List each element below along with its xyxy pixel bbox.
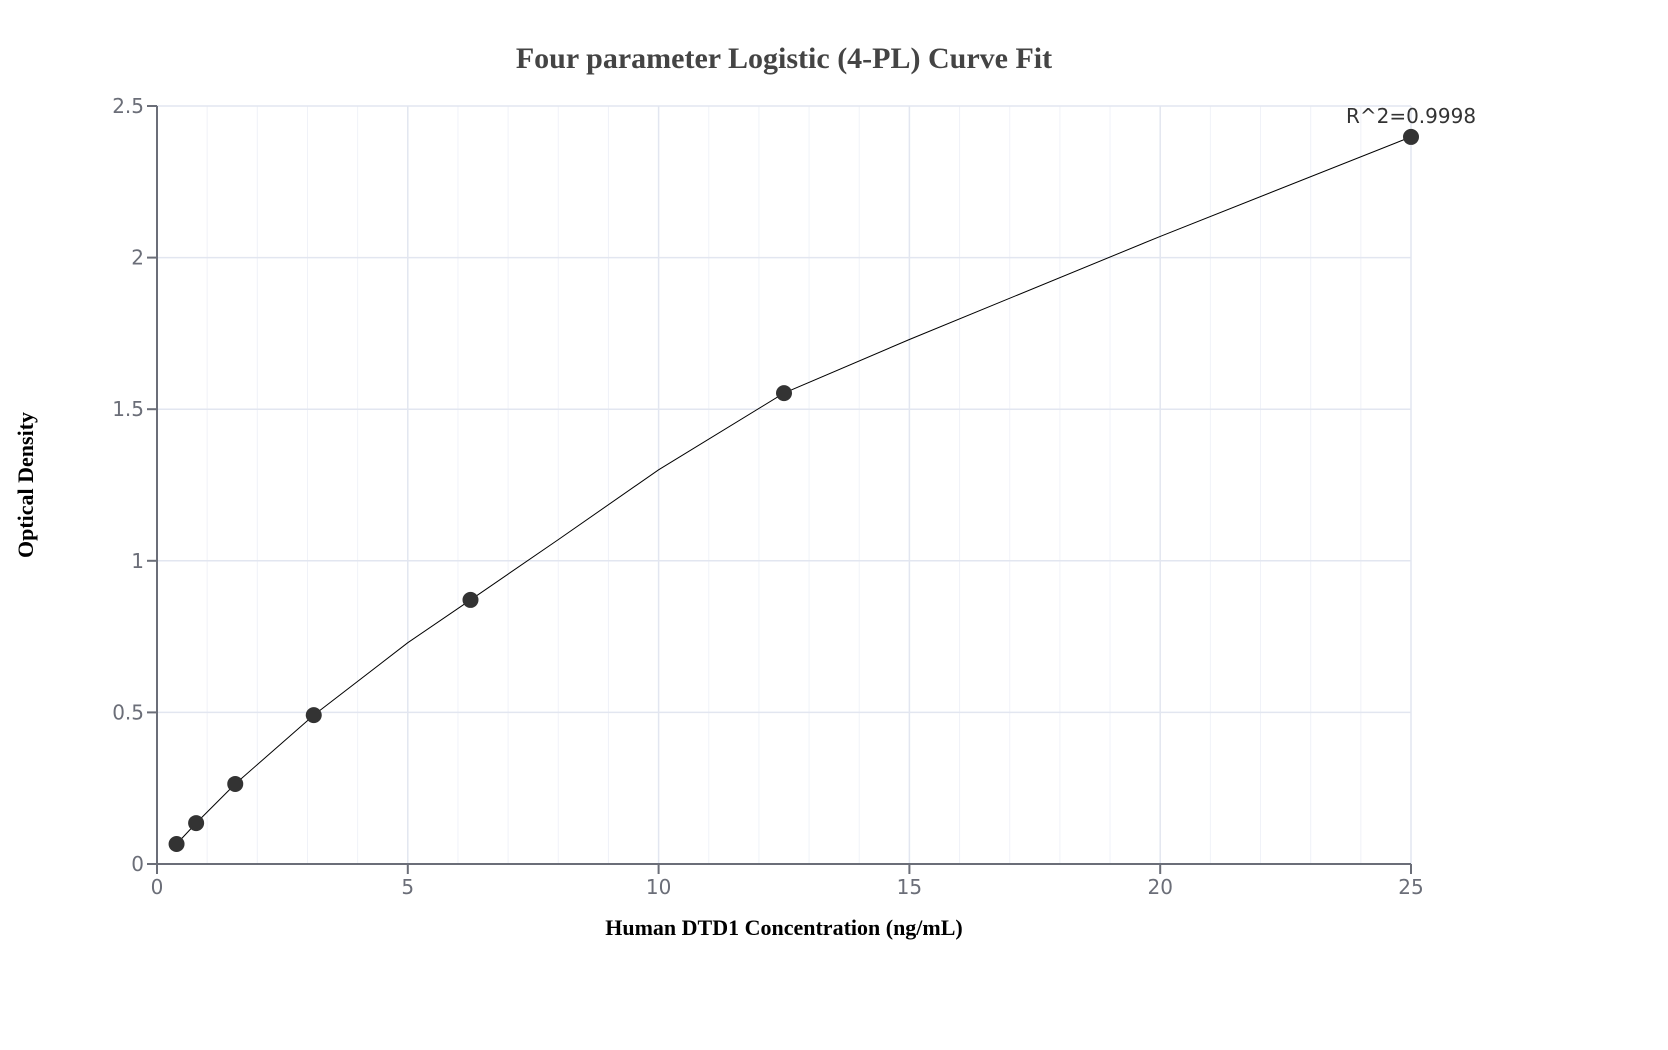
data-point [168, 835, 185, 852]
data-point [227, 775, 244, 792]
data-point [776, 385, 792, 402]
y-tick-label: 0.5 [112, 700, 144, 724]
data-points [168, 128, 1419, 852]
x-tick-label: 25 [1398, 875, 1423, 899]
x-tick-label: 0 [151, 875, 164, 899]
y-tick-label: 2.5 [112, 94, 144, 118]
r-squared-annotation: R^2=0.9998 [1346, 104, 1476, 128]
x-tick-label: 5 [401, 875, 414, 899]
y-tick-labels: 0 0.5 1 1.5 2 2.5 [112, 94, 144, 876]
data-point [305, 707, 322, 724]
x-tick-label: 15 [897, 875, 922, 899]
grid [157, 105, 1412, 864]
y-tick-label: 1 [131, 549, 144, 573]
y-tick-label: 0 [131, 852, 144, 876]
x-tick-labels: 0 5 10 15 20 25 [151, 875, 1424, 899]
fit-curve [176, 136, 1412, 845]
axes [147, 105, 1412, 874]
x-axis-label: Human DTD1 Concentration (ng/mL) [605, 915, 963, 940]
y-tick-label: 2 [131, 246, 144, 270]
data-point [462, 591, 479, 608]
y-tick-label: 1.5 [112, 397, 144, 421]
data-point [188, 815, 205, 832]
chart-title: Four parameter Logistic (4-PL) Curve Fit [516, 42, 1052, 75]
data-point [1403, 128, 1419, 145]
x-tick-label: 20 [1147, 875, 1172, 899]
y-axis-label: Optical Density [13, 412, 38, 558]
x-tick-label: 10 [646, 875, 671, 899]
